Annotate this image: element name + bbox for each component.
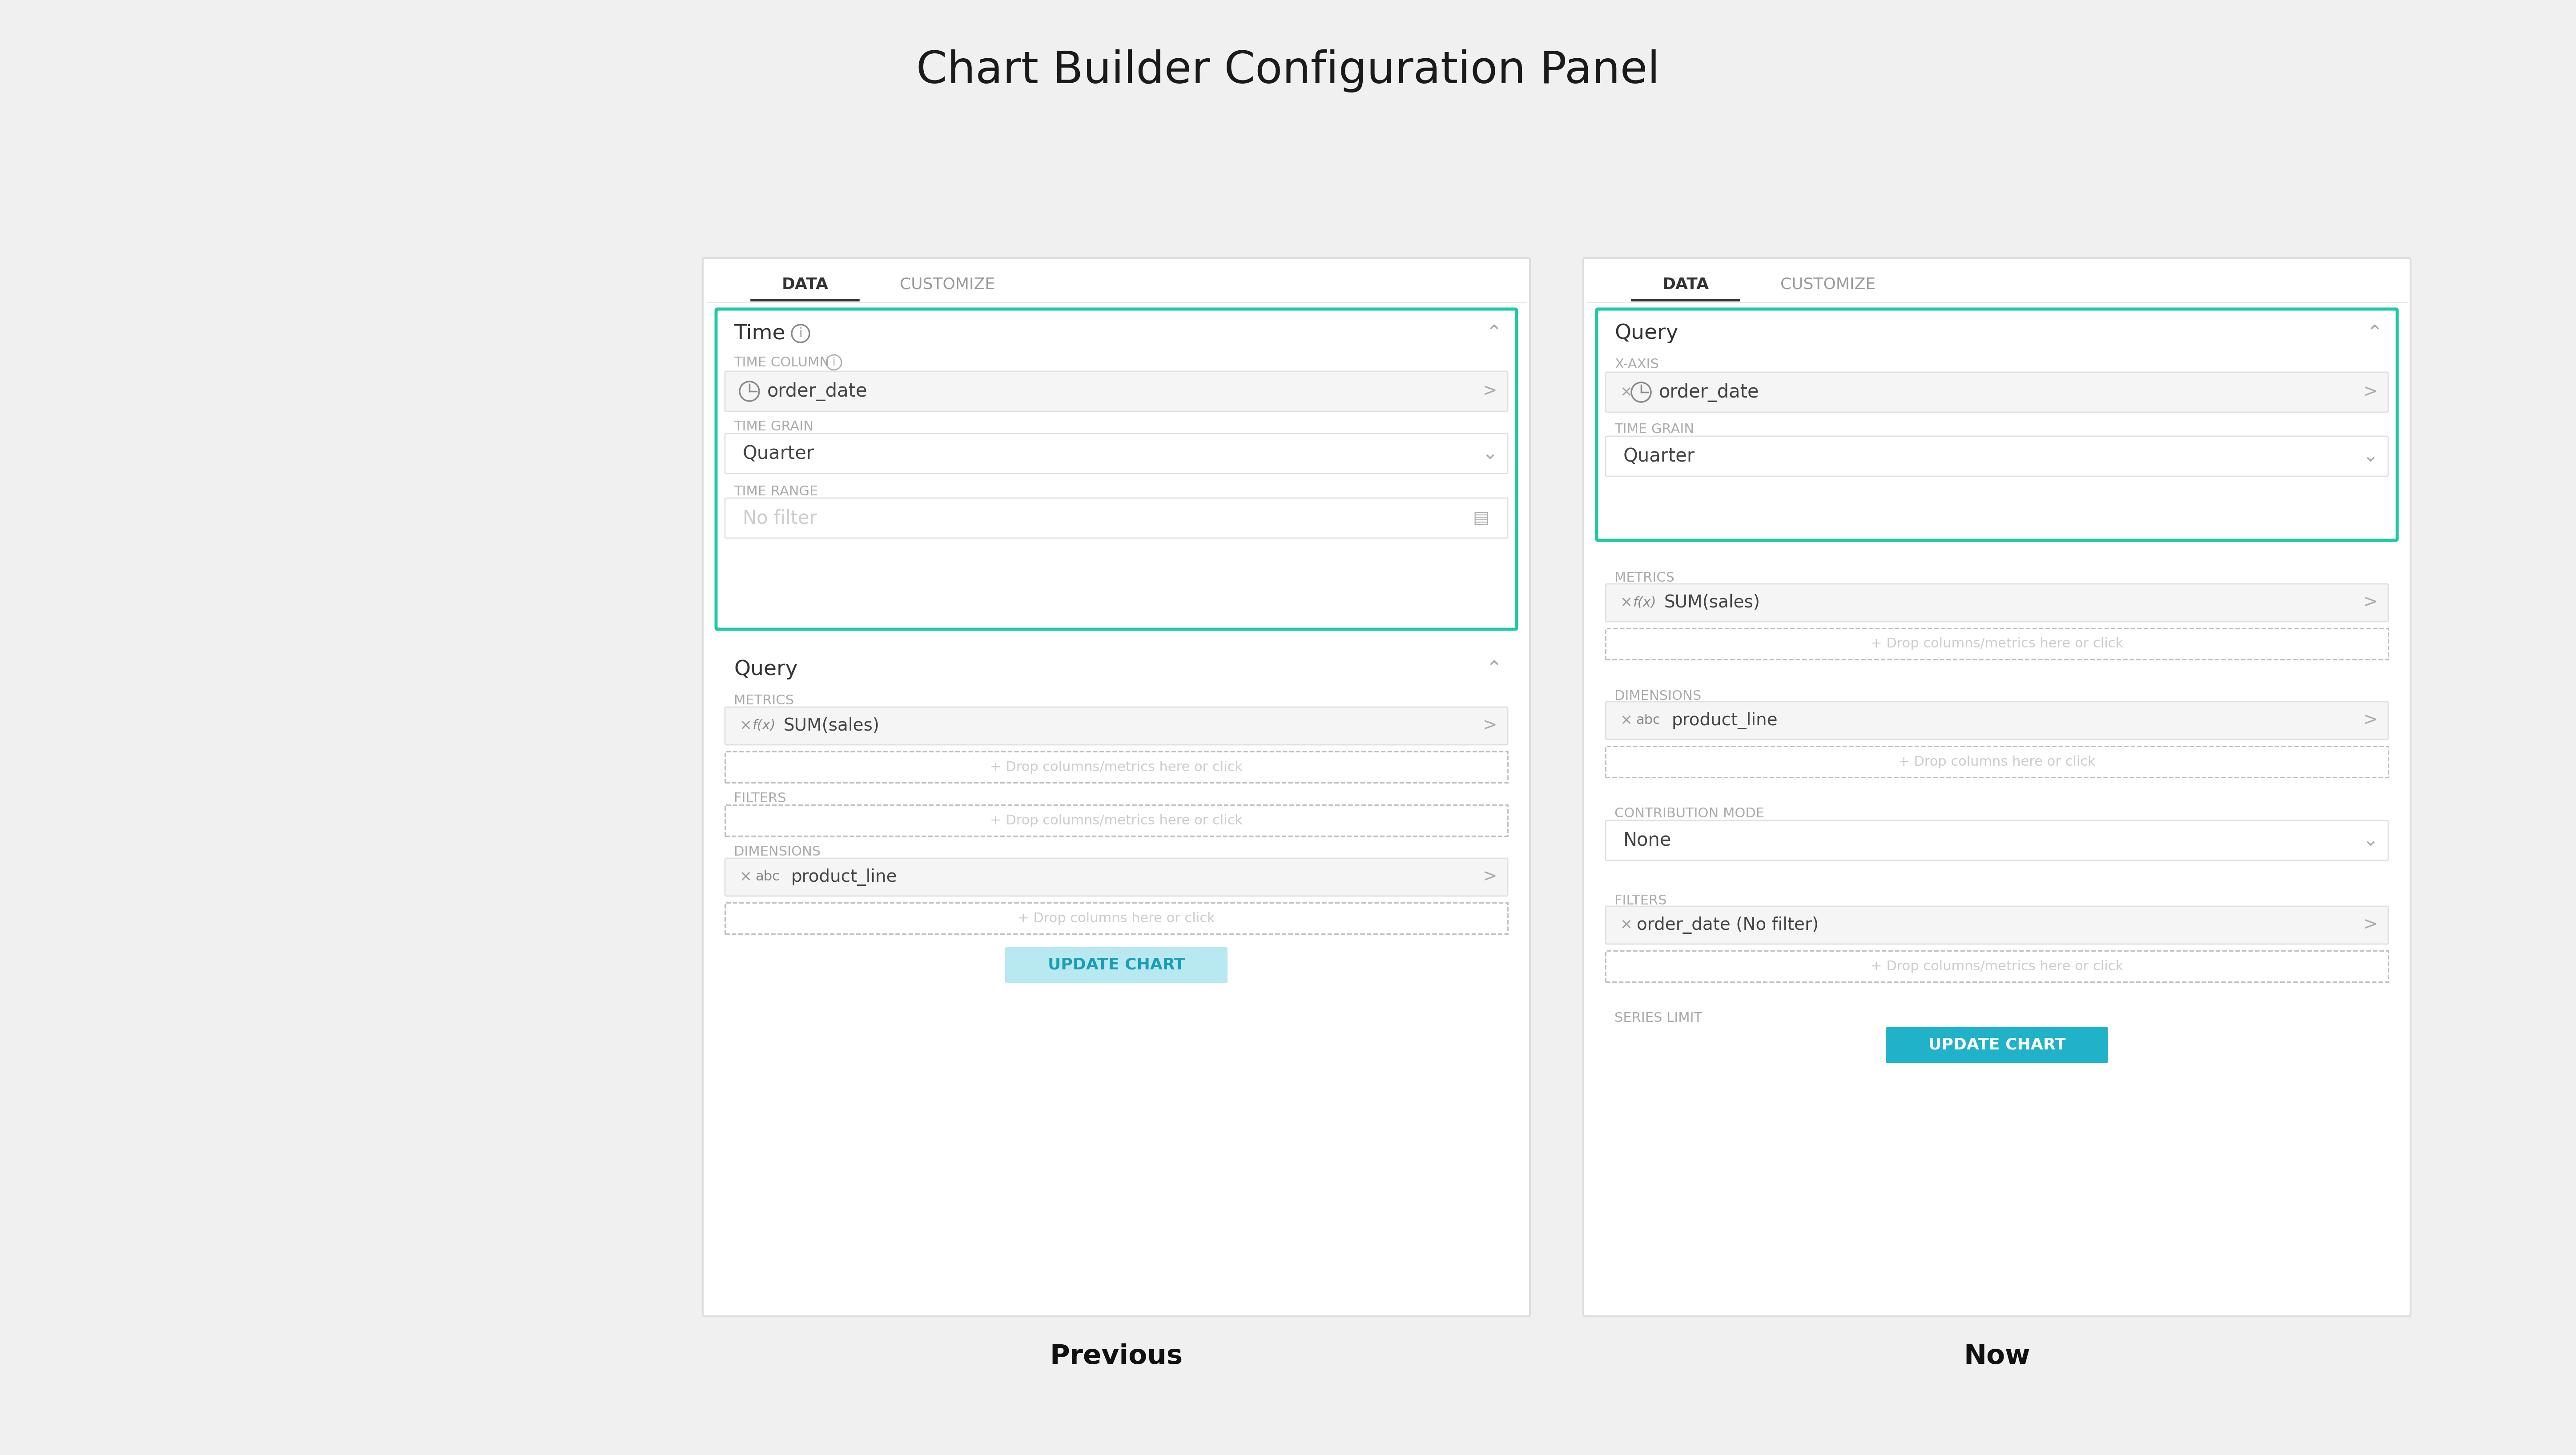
Text: >: >	[2362, 711, 2378, 729]
FancyBboxPatch shape	[1005, 947, 1229, 982]
Text: ×: ×	[1620, 386, 1633, 400]
Text: FILTERS: FILTERS	[1615, 893, 1667, 906]
Text: METRICS: METRICS	[1615, 572, 1674, 585]
Text: None: None	[1623, 831, 1672, 850]
FancyBboxPatch shape	[716, 308, 1517, 629]
FancyBboxPatch shape	[724, 498, 1507, 538]
Text: DATA: DATA	[781, 276, 829, 292]
FancyBboxPatch shape	[1584, 258, 2411, 1317]
Text: DATA: DATA	[1662, 276, 1708, 292]
Text: DIMENSIONS: DIMENSIONS	[734, 845, 822, 858]
Text: ×: ×	[1620, 918, 1633, 933]
FancyBboxPatch shape	[1597, 308, 2398, 540]
Text: Time: Time	[734, 323, 786, 343]
Text: ⌃: ⌃	[1486, 659, 1502, 679]
FancyBboxPatch shape	[1886, 1027, 2107, 1062]
Text: >: >	[2362, 917, 2378, 934]
Text: No filter: No filter	[742, 509, 817, 527]
Text: TIME GRAIN: TIME GRAIN	[734, 420, 814, 434]
Text: SUM(sales): SUM(sales)	[1664, 594, 1759, 611]
Text: i: i	[799, 327, 801, 339]
Text: abc: abc	[1636, 714, 1659, 728]
Text: FILTERS: FILTERS	[734, 792, 786, 805]
Text: ⌃: ⌃	[1486, 324, 1502, 343]
Text: ⌃: ⌃	[2367, 324, 2383, 343]
Text: UPDATE CHART: UPDATE CHART	[1929, 1037, 2066, 1052]
Text: order_date: order_date	[1659, 383, 1759, 402]
Text: abc: abc	[755, 870, 781, 883]
FancyBboxPatch shape	[1605, 583, 2388, 621]
Text: ×: ×	[1620, 713, 1633, 728]
Text: order_date: order_date	[768, 381, 868, 402]
Text: + Drop columns here or click: + Drop columns here or click	[1018, 912, 1216, 925]
Text: f(x): f(x)	[752, 719, 775, 732]
Text: >: >	[2362, 384, 2378, 400]
FancyBboxPatch shape	[1605, 372, 2388, 412]
Text: CONTRIBUTION MODE: CONTRIBUTION MODE	[1615, 808, 1765, 821]
Text: UPDATE CHART: UPDATE CHART	[1048, 957, 1185, 972]
Text: >: >	[2362, 594, 2378, 611]
Text: + Drop columns/metrics here or click: + Drop columns/metrics here or click	[989, 813, 1242, 826]
Text: ×: ×	[739, 870, 752, 885]
Text: ▤: ▤	[1473, 509, 1489, 527]
Text: product_line: product_line	[1672, 711, 1777, 729]
Text: DIMENSIONS: DIMENSIONS	[1615, 690, 1700, 703]
Text: ×: ×	[739, 719, 752, 733]
FancyBboxPatch shape	[1605, 701, 2388, 739]
Text: TIME GRAIN: TIME GRAIN	[1615, 422, 1695, 435]
Text: SERIES LIMIT: SERIES LIMIT	[1615, 1011, 1703, 1024]
Text: ×: ×	[1620, 595, 1633, 610]
Text: Quarter: Quarter	[742, 444, 814, 463]
Text: Now: Now	[1963, 1343, 2030, 1369]
Text: SUM(sales): SUM(sales)	[783, 717, 881, 735]
Text: TIME RANGE: TIME RANGE	[734, 485, 819, 498]
Text: Quarter: Quarter	[1623, 447, 1695, 466]
FancyBboxPatch shape	[1605, 821, 2388, 860]
Text: Query: Query	[734, 659, 799, 679]
FancyBboxPatch shape	[1605, 906, 2388, 944]
Text: >: >	[1484, 383, 1497, 400]
Text: >: >	[1484, 869, 1497, 885]
Text: Chart Builder Configuration Panel: Chart Builder Configuration Panel	[917, 49, 1659, 93]
Text: TIME COLUMN: TIME COLUMN	[734, 356, 829, 370]
Text: CUSTOMIZE: CUSTOMIZE	[1780, 276, 1875, 292]
Text: Query: Query	[1615, 323, 1680, 343]
Text: Previous: Previous	[1051, 1343, 1182, 1369]
Text: product_line: product_line	[791, 869, 896, 886]
Text: + Drop columns/metrics here or click: + Drop columns/metrics here or click	[1870, 637, 2123, 650]
Text: ⌄: ⌄	[2362, 447, 2378, 466]
FancyBboxPatch shape	[703, 258, 1530, 1317]
Text: >: >	[1484, 717, 1497, 735]
FancyBboxPatch shape	[724, 858, 1507, 896]
Text: ⌄: ⌄	[1481, 444, 1497, 463]
Text: ⌄: ⌄	[2362, 831, 2378, 850]
Text: + Drop columns/metrics here or click: + Drop columns/metrics here or click	[989, 761, 1242, 774]
Text: + Drop columns/metrics here or click: + Drop columns/metrics here or click	[1870, 960, 2123, 973]
Text: f(x): f(x)	[1633, 597, 1656, 610]
Text: CUSTOMIZE: CUSTOMIZE	[899, 276, 994, 292]
Text: METRICS: METRICS	[734, 694, 793, 707]
FancyBboxPatch shape	[724, 707, 1507, 745]
Text: X-AXIS: X-AXIS	[1615, 358, 1659, 371]
FancyBboxPatch shape	[724, 434, 1507, 473]
Text: + Drop columns here or click: + Drop columns here or click	[1899, 755, 2097, 768]
FancyBboxPatch shape	[1605, 436, 2388, 476]
Text: order_date (No filter): order_date (No filter)	[1636, 917, 1819, 934]
FancyBboxPatch shape	[724, 371, 1507, 412]
Text: i: i	[832, 356, 835, 368]
